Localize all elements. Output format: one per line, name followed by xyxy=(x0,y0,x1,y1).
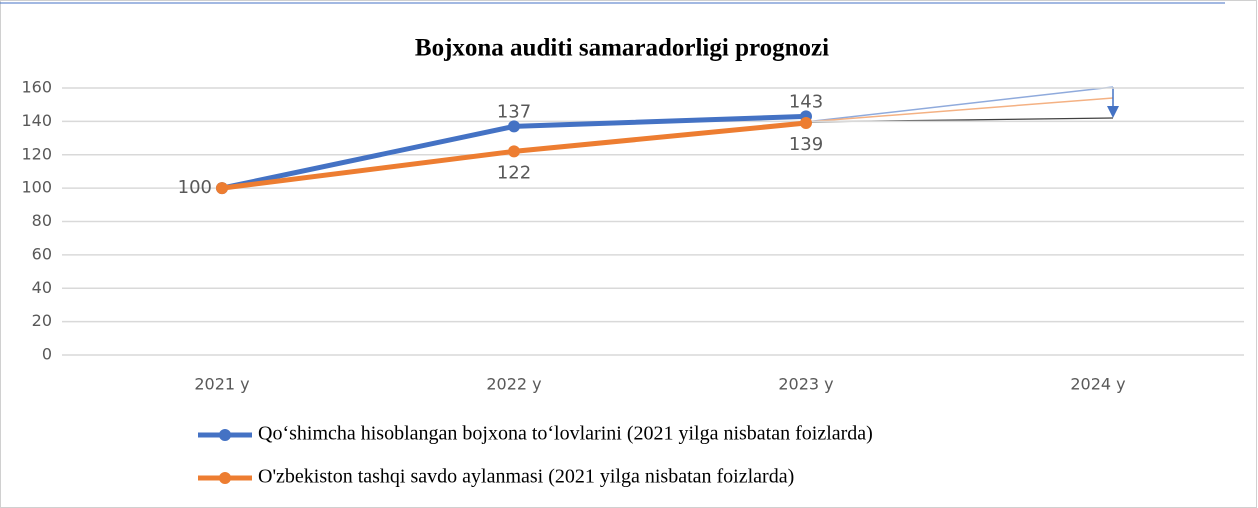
y-tick-label: 80 xyxy=(32,211,52,230)
data-label: 100 xyxy=(178,177,212,198)
data-label: 139 xyxy=(789,134,823,155)
data-point xyxy=(508,120,520,133)
legend-label: Qo‘shimcha hisoblangan bojxona to‘lovlar… xyxy=(258,423,873,445)
data-label: 143 xyxy=(789,91,823,112)
legend-marker xyxy=(219,472,231,484)
x-tick-label: 2023 y xyxy=(778,375,833,394)
x-tick-label: 2021 y xyxy=(194,375,249,394)
forecast-line xyxy=(804,97,1114,123)
legend-marker xyxy=(219,429,231,441)
data-point xyxy=(216,182,228,195)
y-tick-label: 60 xyxy=(32,244,52,263)
forecast-arrowhead xyxy=(1107,106,1119,118)
y-tick-label: 160 xyxy=(21,78,52,97)
data-label: 137 xyxy=(497,101,531,122)
data-label: 122 xyxy=(497,162,531,183)
y-tick-label: 100 xyxy=(21,178,52,197)
y-tick-label: 20 xyxy=(32,311,52,330)
data-point xyxy=(800,117,812,130)
legend-label: O'zbekiston tashqi savdo aylanmasi (2021… xyxy=(258,466,794,488)
x-tick-label: 2024 y xyxy=(1070,375,1125,394)
y-tick-label: 120 xyxy=(21,144,52,163)
data-point xyxy=(508,145,520,158)
chart-title: Bojxona auditi samaradorligi prognozi xyxy=(415,35,829,62)
y-tick-label: 0 xyxy=(42,345,52,364)
y-tick-label: 140 xyxy=(21,111,52,130)
x-tick-label: 2022 y xyxy=(486,375,541,394)
y-tick-label: 40 xyxy=(32,278,52,297)
forecast-line xyxy=(804,86,1114,123)
forecast-decoration xyxy=(804,86,1119,123)
